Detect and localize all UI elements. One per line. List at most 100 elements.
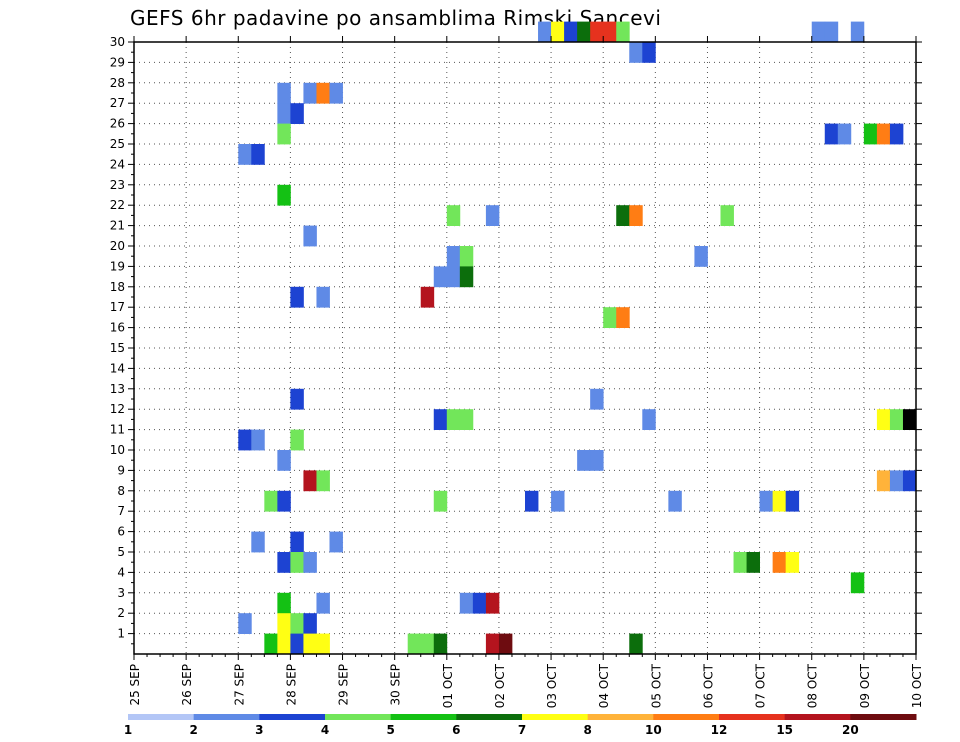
x-tick-label: 07 OCT	[754, 663, 768, 708]
y-tick-label: 24	[110, 157, 125, 171]
heatmap-cell	[433, 409, 448, 430]
heatmap-cell	[590, 450, 604, 471]
heatmap-cell	[850, 572, 865, 594]
heatmap-cell	[642, 409, 656, 430]
heatmap-cell	[238, 613, 252, 634]
heatmap-cell	[824, 123, 839, 145]
x-tick-label: 08 OCT	[806, 663, 820, 708]
y-tick-label: 20	[110, 239, 125, 253]
heatmap-cell	[277, 123, 291, 145]
heatmap-cell	[316, 286, 330, 308]
y-tick-label: 25	[110, 137, 125, 151]
heatmap-cell	[876, 470, 891, 492]
colorbar-swatch	[456, 714, 523, 720]
heatmap-cell	[785, 490, 800, 512]
colorbar-swatch	[653, 714, 720, 720]
heatmap-cell	[525, 490, 539, 512]
heatmap-cell	[290, 103, 304, 124]
y-tick-label: 23	[110, 178, 125, 192]
x-tick-label: 25 SEP	[128, 664, 142, 706]
heatmap-cell	[746, 552, 760, 573]
x-tick-label: 06 OCT	[701, 663, 715, 708]
heatmap-cell	[668, 490, 682, 512]
heatmap-cell	[902, 409, 917, 430]
heatmap-cell	[876, 409, 891, 430]
heatmap-cell	[629, 42, 643, 63]
heatmap-cell	[329, 82, 343, 104]
heatmap-cell	[863, 123, 878, 145]
y-tick-label: 4	[117, 565, 125, 579]
x-tick-label: 26 SEP	[180, 664, 194, 706]
heatmap-cell	[290, 633, 304, 655]
heatmap-cell	[446, 409, 461, 430]
heatmap-cell	[303, 225, 317, 247]
heatmap-cell	[407, 633, 422, 655]
heatmap-cell	[472, 592, 487, 614]
heatmap-cell	[277, 490, 291, 512]
x-tick-label: 01 OCT	[441, 663, 455, 708]
x-tick-label: 29 SEP	[337, 664, 351, 706]
heatmap-cell	[811, 21, 826, 43]
colorbar-label: 10	[645, 723, 662, 737]
heatmap-cell	[420, 286, 435, 308]
colorbar-swatch	[784, 714, 851, 720]
heatmap-cell	[876, 123, 891, 145]
heatmap-cell	[277, 82, 291, 104]
heatmap-cell	[277, 103, 291, 124]
y-tick-label: 30	[110, 35, 125, 49]
y-tick-label: 28	[110, 76, 125, 90]
heatmap-cell	[459, 592, 474, 614]
heatmap-cell	[277, 613, 291, 634]
heatmap-cell	[889, 409, 904, 430]
colorbar-swatch	[128, 714, 195, 720]
heatmap-cell	[616, 205, 630, 226]
heatmap-cell	[459, 246, 474, 267]
colorbar-label: 4	[321, 723, 329, 737]
y-tick-label: 11	[110, 423, 125, 437]
colorbar-swatch	[390, 714, 457, 720]
y-tick-label: 8	[117, 484, 125, 498]
y-tick-label: 9	[117, 463, 125, 477]
heatmap-cell	[498, 633, 513, 655]
heatmap-cell	[785, 552, 800, 573]
heatmap-cell	[264, 633, 278, 655]
heatmap-cell	[316, 592, 330, 614]
y-tick-label: 29	[110, 55, 125, 69]
heatmap-cell	[551, 490, 565, 512]
heatmap-cell	[238, 429, 252, 451]
x-tick-label: 30 SEP	[389, 664, 403, 706]
heatmap-cell	[290, 286, 304, 308]
colorbar-label: 7	[518, 723, 526, 737]
heatmap-cell	[290, 388, 304, 410]
y-tick-label: 2	[117, 606, 125, 620]
colorbar-label: 5	[386, 723, 394, 737]
heatmap-cell	[446, 205, 461, 226]
x-tick-label: 02 OCT	[493, 663, 507, 708]
colorbar-label: 12	[711, 723, 728, 737]
y-tick-label: 15	[110, 341, 125, 355]
heatmap-cell	[251, 144, 265, 165]
colorbar-swatch	[587, 714, 654, 720]
heatmap-cell	[290, 613, 304, 634]
heatmap-cell	[290, 429, 304, 451]
colorbar-swatch	[850, 714, 917, 720]
x-tick-label: 05 OCT	[649, 663, 663, 708]
heatmap-cell	[694, 246, 708, 267]
heatmap-cell	[264, 490, 278, 512]
heatmap-cell	[446, 246, 461, 267]
colorbar-label: 2	[189, 723, 197, 737]
heatmap-cell	[590, 388, 604, 410]
y-tick-label: 16	[110, 321, 125, 335]
y-tick-label: 18	[110, 280, 125, 294]
heatmap-cell	[772, 552, 787, 573]
heatmap-cell	[485, 633, 500, 655]
y-tick-label: 14	[110, 361, 125, 375]
heatmap-cell	[238, 144, 252, 165]
heatmap-cell	[316, 633, 330, 655]
y-tick-label: 7	[117, 504, 125, 518]
y-tick-label: 26	[110, 117, 125, 131]
heatmap-cell	[590, 21, 604, 43]
heatmap-cell	[629, 633, 643, 655]
x-tick-label: 28 SEP	[284, 664, 298, 706]
heatmap-cell	[577, 450, 591, 471]
